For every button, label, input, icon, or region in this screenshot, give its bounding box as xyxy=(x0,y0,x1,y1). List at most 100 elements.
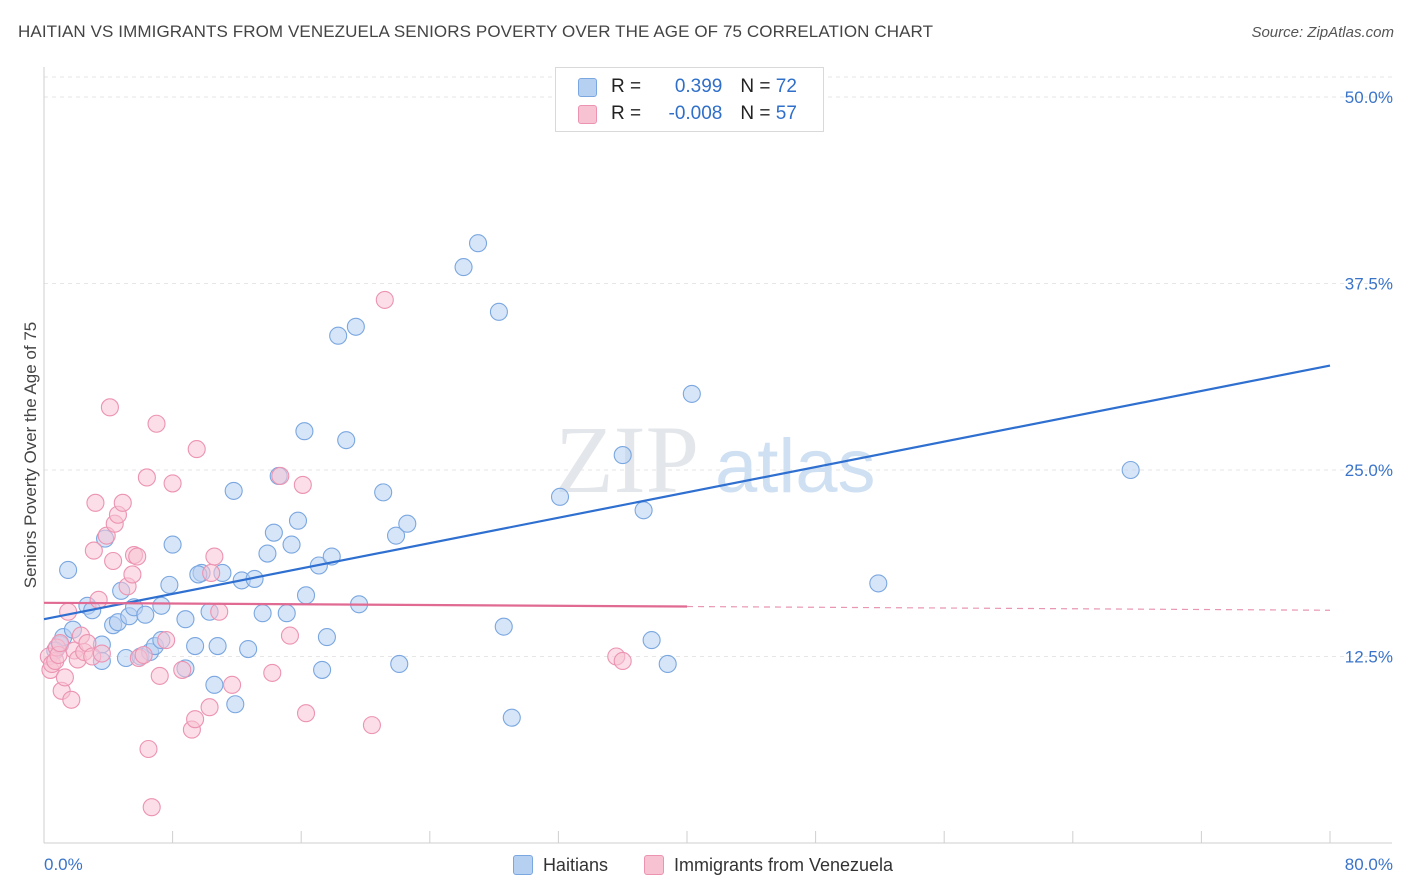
data-point xyxy=(139,739,158,759)
data-point xyxy=(142,798,161,817)
data-point xyxy=(157,631,176,650)
data-point xyxy=(205,547,224,566)
x-tick-label-max: 80.0% xyxy=(1345,855,1393,874)
data-point xyxy=(62,690,81,709)
series-swatch-venezuela xyxy=(643,855,664,875)
grid-lines xyxy=(44,76,1392,657)
trend-lines xyxy=(43,364,1331,621)
data-point xyxy=(329,326,348,345)
data-point xyxy=(296,586,316,605)
data-point xyxy=(134,645,153,665)
data-point xyxy=(89,590,108,609)
legend-n-value: 57 xyxy=(775,103,797,124)
data-point xyxy=(173,660,192,679)
data-point xyxy=(375,290,394,309)
data-point xyxy=(489,302,508,321)
data-point xyxy=(337,431,356,450)
series-legend-venezuela[interactable]: Immigrants from Venezuela xyxy=(643,854,894,876)
data-point xyxy=(51,634,70,653)
data-point xyxy=(163,535,182,554)
data-point xyxy=(55,668,74,687)
data-point xyxy=(202,563,221,582)
data-point xyxy=(263,663,282,682)
y-tick-labels: 12.5% 25.0% 37.5% 50.0% xyxy=(1345,88,1393,667)
legend-r-value: -0.008 xyxy=(668,103,723,124)
y-axis-title: Seniors Poverty Over the Age of 75 xyxy=(21,322,40,588)
data-point xyxy=(468,234,488,253)
data-point xyxy=(86,493,105,512)
data-point xyxy=(100,398,119,417)
data-point xyxy=(390,654,409,674)
x-tick-label-min: 0.0% xyxy=(44,855,83,874)
series-label-haitians: Haitians xyxy=(542,854,608,875)
legend-n-value: 72 xyxy=(775,76,797,97)
data-point xyxy=(59,602,78,621)
data-point xyxy=(210,602,229,621)
data-point xyxy=(494,617,513,636)
data-point xyxy=(147,414,166,433)
correlation-legend: R = 0.399 N = 72 R = -0.008 N = 57 xyxy=(555,67,824,132)
data-point xyxy=(239,639,258,659)
data-point xyxy=(398,514,417,533)
data-point xyxy=(277,604,296,623)
data-point xyxy=(152,596,171,615)
data-point xyxy=(137,468,156,487)
data-point xyxy=(288,511,308,530)
legend-swatch-haitians xyxy=(578,77,597,97)
data-point xyxy=(280,626,299,645)
y-tick-label: 50.0% xyxy=(1345,88,1393,107)
data-point xyxy=(208,637,227,656)
data-point xyxy=(160,575,179,594)
data-point xyxy=(150,666,169,685)
data-point xyxy=(59,560,78,580)
data-point xyxy=(454,258,473,277)
data-point xyxy=(200,698,219,717)
data-point xyxy=(502,708,521,727)
legend-r-label: R = xyxy=(611,103,647,124)
legend-row-venezuela: R = -0.008 N = 57 xyxy=(578,101,797,127)
data-point xyxy=(176,610,195,629)
data-point xyxy=(374,483,393,502)
data-point xyxy=(346,317,365,336)
legend-r-value: 0.399 xyxy=(674,76,723,97)
y-tick-label: 37.5% xyxy=(1345,275,1393,294)
data-point xyxy=(104,551,123,571)
data-point xyxy=(92,644,111,663)
data-point xyxy=(386,526,406,545)
watermark: ZIP atlas xyxy=(555,406,876,513)
data-point xyxy=(128,547,147,566)
source-label: Source: ZipAtlas.com xyxy=(1251,24,1394,41)
data-point xyxy=(613,446,632,465)
data-point xyxy=(264,523,283,542)
data-point xyxy=(223,675,242,694)
legend-n-label: N = xyxy=(740,103,776,124)
data-point xyxy=(869,574,888,593)
data-point xyxy=(613,651,632,671)
data-point xyxy=(253,604,272,623)
data-point xyxy=(642,631,661,650)
series-legend: Haitians Immigrants from Venezuela xyxy=(0,850,1406,880)
data-point xyxy=(295,422,314,441)
data-point xyxy=(224,481,243,500)
trend-line-venezuela xyxy=(43,601,688,608)
x-tick-labels: 0.0% 80.0% xyxy=(44,855,1393,874)
series-label-venezuela: Immigrants from Venezuela xyxy=(673,854,894,875)
data-point xyxy=(123,565,142,584)
y-tick-label: 25.0% xyxy=(1345,461,1393,480)
legend-swatch-venezuela xyxy=(578,104,597,124)
series-swatch-haitians xyxy=(512,855,533,875)
data-point xyxy=(682,384,701,403)
data-point xyxy=(271,466,290,486)
data-point xyxy=(163,474,182,493)
series-legend-haitians[interactable]: Haitians xyxy=(512,854,608,876)
y-tick-label: 12.5% xyxy=(1345,648,1393,667)
data-point xyxy=(84,541,103,560)
trend-line-venezuela-dashed xyxy=(686,605,1331,611)
chart-title: HAITIAN VS IMMIGRANTS FROM VENEZUELA SEN… xyxy=(18,22,934,41)
data-point xyxy=(186,637,205,656)
legend-row-haitians: R = 0.399 N = 72 xyxy=(578,74,797,100)
series-venezuela-points xyxy=(39,290,632,817)
data-point xyxy=(634,501,653,520)
data-point xyxy=(317,628,336,647)
